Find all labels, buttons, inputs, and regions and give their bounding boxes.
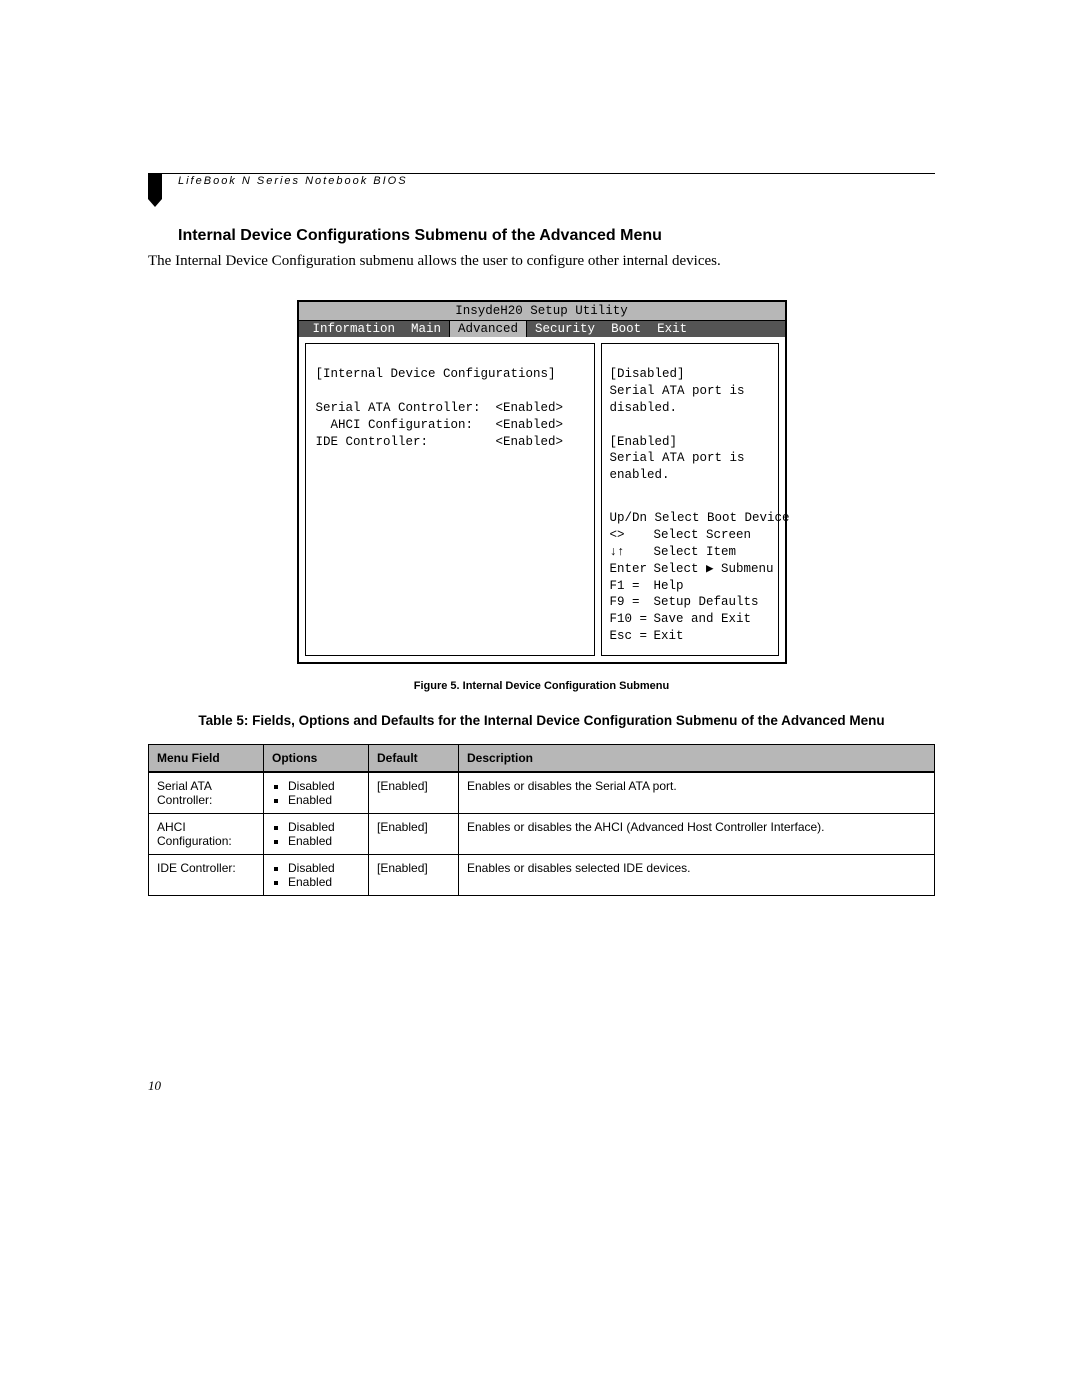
bios-key-label: Enter xyxy=(610,561,654,578)
bios-key-action: Save and Exit xyxy=(654,611,752,628)
option-item: Disabled xyxy=(288,779,360,793)
intro-paragraph: The Internal Device Configuration submen… xyxy=(148,253,935,270)
bios-help-text: [Disabled] Serial ATA port is disabled. … xyxy=(610,366,770,484)
bios-body: [Internal Device Configurations] Serial … xyxy=(299,337,785,662)
bios-key-row: <>Select Screen xyxy=(610,527,770,544)
bios-right-pane: [Disabled] Serial ATA port is disabled. … xyxy=(601,343,779,656)
col-menu-field: Menu Field xyxy=(149,745,264,773)
bios-key-action: Help xyxy=(654,578,684,595)
bios-key-action: Select Item xyxy=(654,544,737,561)
cell-options: DisabledEnabled xyxy=(264,772,369,814)
cell-menu-field: Serial ATA Controller: xyxy=(149,772,264,814)
bios-menubar: Information Main Advanced Security Boot … xyxy=(299,321,785,337)
cell-description: Enables or disables selected IDE devices… xyxy=(459,855,935,896)
col-description: Description xyxy=(459,745,935,773)
col-default: Default xyxy=(369,745,459,773)
section-title: Internal Device Configurations Submenu o… xyxy=(178,227,935,245)
bios-key-row: Esc =Exit xyxy=(610,628,770,645)
bios-title: InsydeH20 Setup Utility xyxy=(299,302,785,321)
option-item: Enabled xyxy=(288,834,360,848)
col-options: Options xyxy=(264,745,369,773)
cell-default: [Enabled] xyxy=(369,855,459,896)
cell-default: [Enabled] xyxy=(369,814,459,855)
bios-tab-advanced[interactable]: Advanced xyxy=(449,321,527,337)
bios-tab-security[interactable]: Security xyxy=(527,321,603,337)
cell-default: [Enabled] xyxy=(369,772,459,814)
cell-options: DisabledEnabled xyxy=(264,855,369,896)
bios-tab-information[interactable]: Information xyxy=(305,321,404,337)
cell-menu-field: AHCI Configuration: xyxy=(149,814,264,855)
bios-key-action: Setup Defaults xyxy=(654,594,759,611)
option-item: Disabled xyxy=(288,820,360,834)
bios-key-help: Up/Dn Select Boot Device<>Select Screen↓… xyxy=(610,510,770,645)
bios-key-row: F1 =Help xyxy=(610,578,770,595)
bios-left-pane: [Internal Device Configurations] Serial … xyxy=(305,343,595,656)
bios-key-row: ↓↑Select Item xyxy=(610,544,770,561)
table-row: AHCI Configuration:DisabledEnabled[Enabl… xyxy=(149,814,935,855)
cell-description: Enables or disables the Serial ATA port. xyxy=(459,772,935,814)
bios-key-action: Select Screen xyxy=(654,527,752,544)
page-content: LifeBook N Series Notebook BIOS Internal… xyxy=(148,173,935,896)
bios-tab-main[interactable]: Main xyxy=(403,321,449,337)
cell-menu-field: IDE Controller: xyxy=(149,855,264,896)
header-rule: LifeBook N Series Notebook BIOS xyxy=(148,173,935,187)
page-number: 10 xyxy=(148,1078,161,1094)
bios-key-action: Exit xyxy=(654,628,684,645)
bios-key-action: Select ▶ Submenu xyxy=(654,561,774,578)
bios-key-label: <> xyxy=(610,527,654,544)
bios-key-label: F10 = xyxy=(610,611,654,628)
option-item: Enabled xyxy=(288,875,360,889)
cell-description: Enables or disables the AHCI (Advanced H… xyxy=(459,814,935,855)
option-item: Disabled xyxy=(288,861,360,875)
figure-caption: Figure 5. Internal Device Configuration … xyxy=(148,680,935,692)
option-item: Enabled xyxy=(288,793,360,807)
running-header: LifeBook N Series Notebook BIOS xyxy=(178,174,935,187)
bios-key-label: F9 = xyxy=(610,594,654,611)
bios-key-label: F1 = xyxy=(610,578,654,595)
options-table: Menu Field Options Default Description S… xyxy=(148,744,935,896)
table-caption: Table 5: Fields, Options and Defaults fo… xyxy=(148,712,935,730)
cell-options: DisabledEnabled xyxy=(264,814,369,855)
bookmark-tab-icon xyxy=(148,173,162,199)
bios-key-row: F10 =Save and Exit xyxy=(610,611,770,628)
bios-key-label: ↓↑ xyxy=(610,544,654,561)
table-row: Serial ATA Controller:DisabledEnabled[En… xyxy=(149,772,935,814)
table-row: IDE Controller:DisabledEnabled[Enabled]E… xyxy=(149,855,935,896)
bios-panel: InsydeH20 Setup Utility Information Main… xyxy=(297,300,787,664)
table-header-row: Menu Field Options Default Description xyxy=(149,745,935,773)
bios-key-label: Esc = xyxy=(610,628,654,645)
bios-tab-exit[interactable]: Exit xyxy=(649,321,695,337)
bios-tab-boot[interactable]: Boot xyxy=(603,321,649,337)
bios-key-row: Up/Dn Select Boot Device xyxy=(610,510,770,527)
bios-key-row: F9 =Setup Defaults xyxy=(610,594,770,611)
bios-key-row: EnterSelect ▶ Submenu xyxy=(610,561,770,578)
